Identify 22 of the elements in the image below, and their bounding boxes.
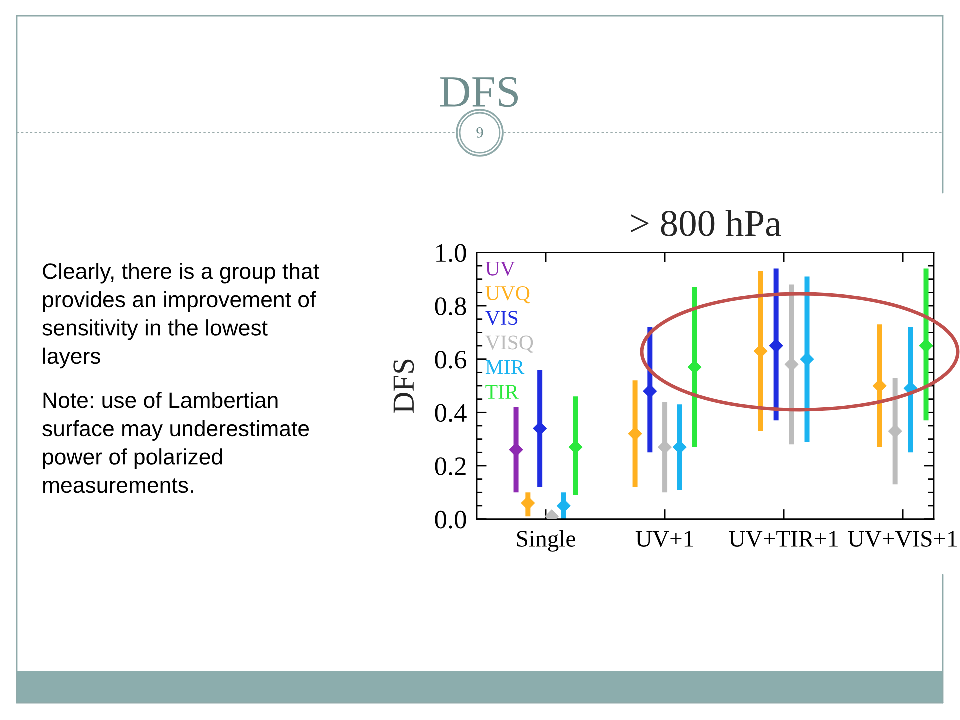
text: MIR xyxy=(486,360,525,374)
y-axis-title: DFS xyxy=(394,360,414,414)
chart-title: > 800 hPa xyxy=(631,210,782,236)
text: 9 xyxy=(476,128,484,138)
text: UV xyxy=(486,262,516,276)
x-tick-label: UV+TIR+1 xyxy=(729,531,838,548)
y-tick-label: 1.0 xyxy=(436,244,466,262)
text: VISQ xyxy=(486,336,534,353)
x-tick-label: UV+VIS+1 xyxy=(848,531,957,548)
y-tick-label: 0.2 xyxy=(435,458,466,476)
text: UVQ xyxy=(486,286,530,304)
y-tick-label: 0.8 xyxy=(435,298,466,316)
text: DFS xyxy=(440,77,518,108)
text: TIR xyxy=(486,385,519,399)
y-tick-label: 0.4 xyxy=(435,404,467,422)
y-tick-label: 0.6 xyxy=(435,350,466,369)
x-tick-label: Single xyxy=(517,530,576,552)
text: VIS xyxy=(486,311,518,326)
y-tick-label: 0.0 xyxy=(435,510,466,529)
x-tick-label: UV+1 xyxy=(636,531,694,548)
text: Note: use of Lambertian surface may underestimate power of polarized measurements. xyxy=(42,392,310,494)
text: Clearly, there is a group that provides an improvement of sensitivity in the lowest layers xyxy=(42,263,320,369)
